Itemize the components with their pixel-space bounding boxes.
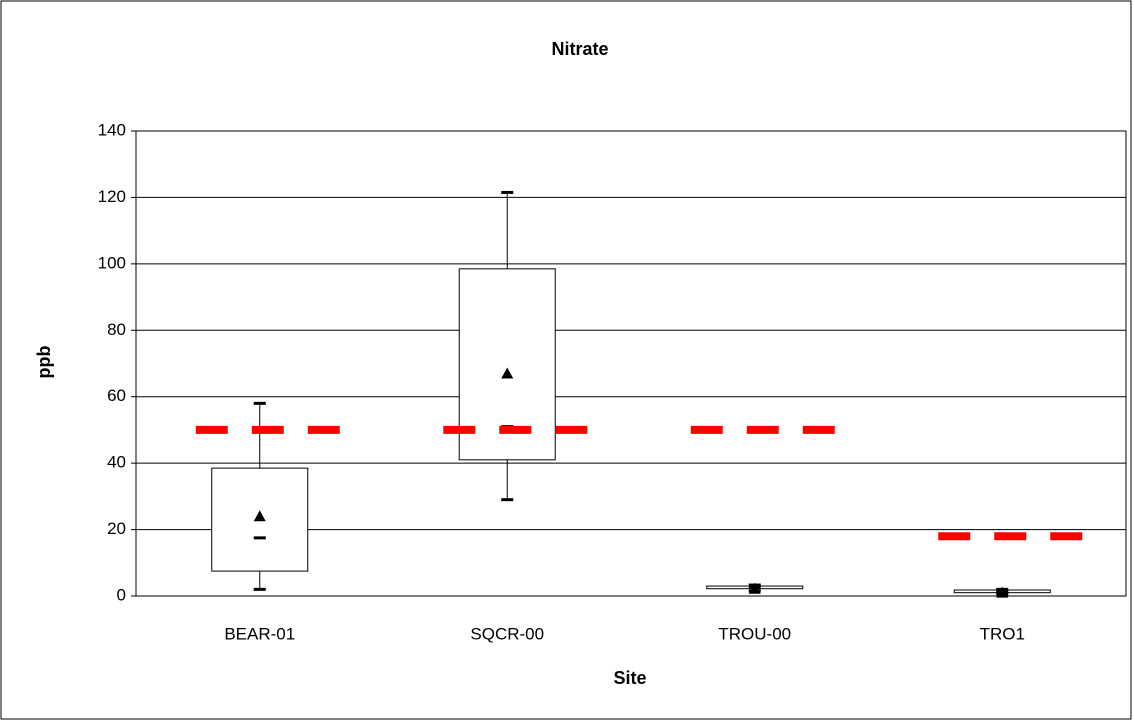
y-axis-label: ppb (34, 346, 54, 379)
x-tick-label: TROU-00 (718, 624, 791, 643)
plot-border (135, 130, 1127, 597)
mean-marker (748, 582, 761, 594)
chart-title: Nitrate (551, 39, 608, 59)
mean-marker (253, 510, 266, 522)
y-tick-label: 100 (98, 253, 126, 272)
y-tick-label: 120 (98, 187, 126, 206)
x-tick-label: TRO1 (980, 624, 1025, 643)
mean-marker (501, 367, 514, 379)
y-tick-label: 40 (107, 453, 126, 472)
x-tick-label: BEAR-01 (224, 624, 295, 643)
y-tick-label: 60 (107, 386, 126, 405)
x-tick-label: SQCR-00 (470, 624, 544, 643)
x-axis-label: Site (613, 668, 646, 688)
y-tick-label: 80 (107, 320, 126, 339)
y-tick-label: 140 (98, 120, 126, 139)
y-tick-label: 0 (117, 585, 126, 604)
mean-marker (996, 586, 1009, 598)
y-tick-label: 20 (107, 519, 126, 538)
